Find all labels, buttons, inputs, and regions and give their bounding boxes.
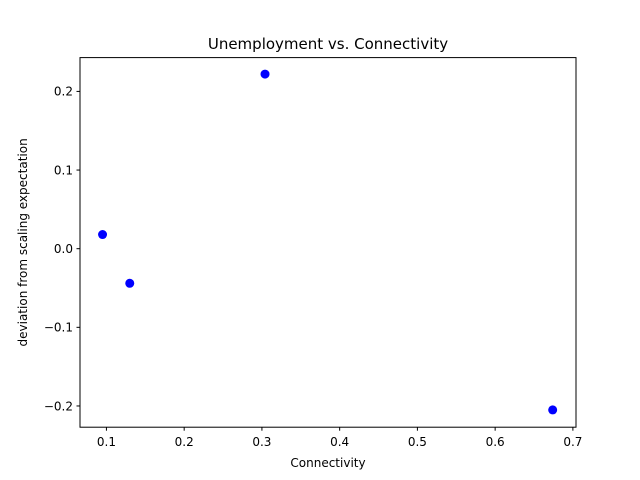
- y-tick-label: 0.1: [54, 163, 73, 177]
- plot-frame: [79, 57, 577, 428]
- data-point: [548, 405, 558, 415]
- data-points: [98, 69, 558, 415]
- x-tick-label: 0.2: [175, 435, 194, 449]
- x-axis-label: Connectivity: [290, 456, 365, 470]
- y-tick-label: −0.1: [44, 321, 73, 335]
- x-axis-ticks: 0.1 0.2 0.3 0.4 0.5 0.6 0.7: [97, 427, 582, 449]
- y-tick-label: −0.2: [44, 399, 73, 413]
- x-tick-label: 0.1: [97, 435, 116, 449]
- x-tick-label: 0.3: [252, 435, 271, 449]
- x-tick-label: 0.4: [330, 435, 349, 449]
- x-tick-label: 0.7: [563, 435, 582, 449]
- x-tick-label: 0.5: [408, 435, 427, 449]
- y-tick-label: 0.2: [54, 85, 73, 99]
- y-axis-ticks: −0.2 −0.1 0.0 0.1 0.2: [44, 85, 80, 413]
- x-tick-label: 0.6: [486, 435, 505, 449]
- chart-title: Unemployment vs. Connectivity: [208, 35, 448, 53]
- data-point: [260, 69, 270, 79]
- data-point: [125, 278, 135, 288]
- data-point: [98, 230, 108, 240]
- y-tick-label: 0.0: [54, 242, 73, 256]
- y-axis-label: deviation from scaling expectation: [16, 138, 30, 346]
